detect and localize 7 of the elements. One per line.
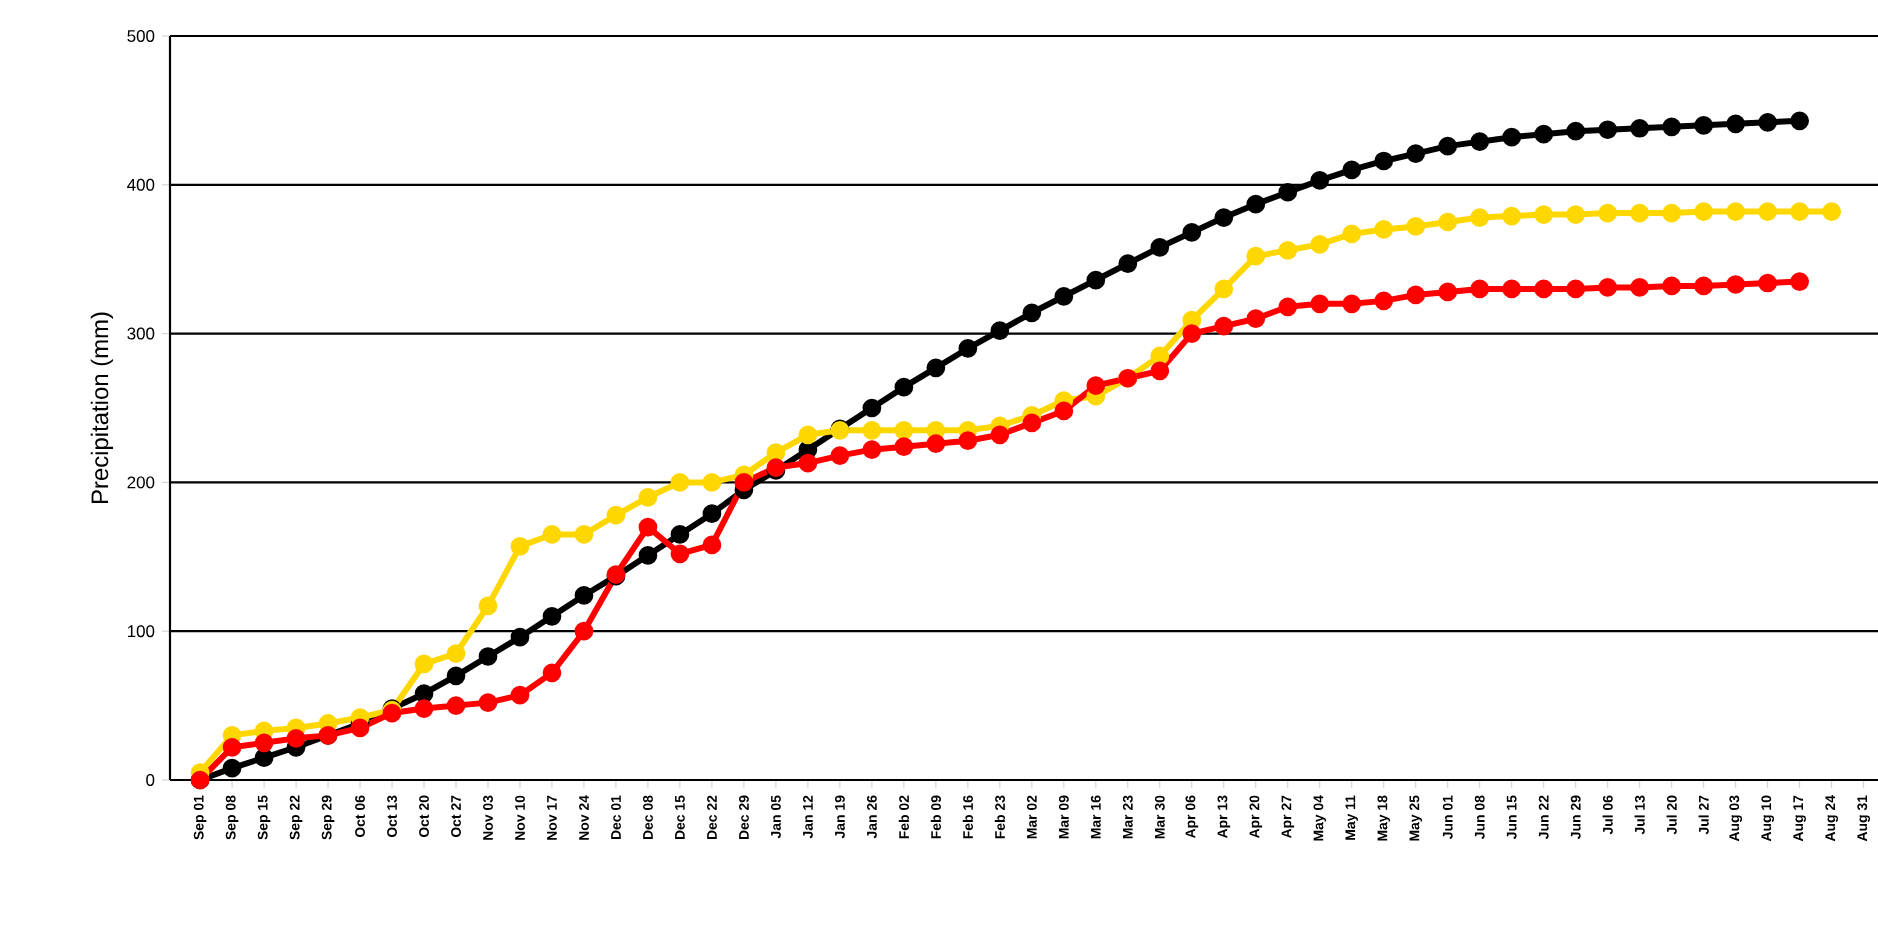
- y-axis-title: Precipitation (mm): [90, 312, 114, 504]
- y-tick-label: 400: [127, 178, 155, 191]
- y-tick-label: 100: [127, 625, 155, 638]
- y-tick-label: 500: [127, 30, 155, 42]
- y-tick-label: 200: [127, 476, 155, 489]
- y-tick-label: 0: [146, 774, 155, 786]
- y-tick-label: 300: [127, 327, 155, 340]
